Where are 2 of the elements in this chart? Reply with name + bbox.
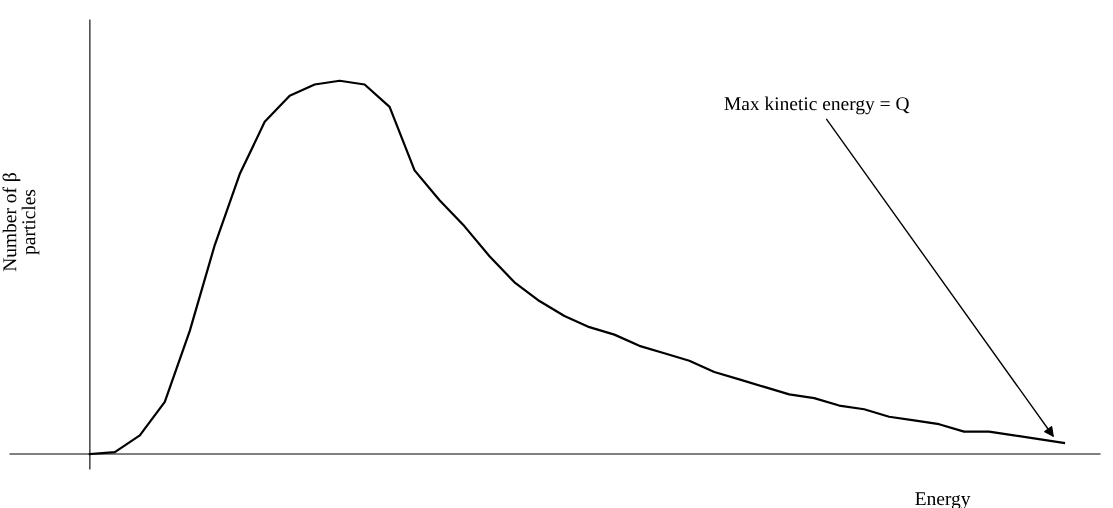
annotation: Max kinetic energy = Q — [724, 96, 910, 115]
y-axis-title: Number of β particles — [2, 173, 40, 272]
